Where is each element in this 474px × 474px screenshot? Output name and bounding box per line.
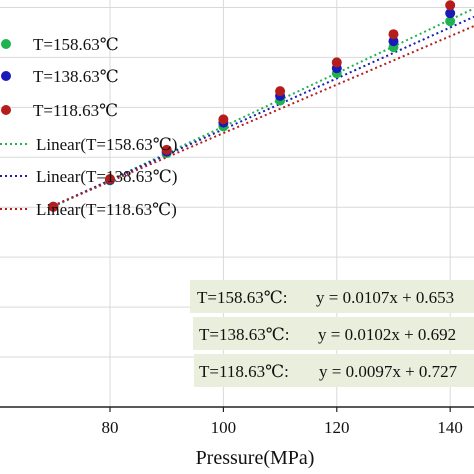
point-series-3-130 <box>388 29 399 40</box>
point-series-3-110 <box>275 86 286 97</box>
equation-box-3: T=118.63℃: y = 0.0097x + 0.727 <box>194 354 474 387</box>
equation-1-formula: y = 0.0107x + 0.653 <box>316 288 454 307</box>
point-series-3-100 <box>218 114 229 125</box>
legend-label-5: Linear(T=138.63℃) <box>36 167 177 186</box>
point-series-3-70 <box>48 201 59 212</box>
legend-item-5: Linear(T=138.63℃) <box>0 167 177 186</box>
equation-box-1: T=158.63℃: y = 0.0107x + 0.653 <box>190 280 474 313</box>
legend-marker-3 <box>1 105 11 115</box>
trend-line-2 <box>52 15 474 207</box>
legend-label-1: T=158.63℃ <box>33 35 119 54</box>
equation-1-label: T=158.63℃: <box>197 288 287 307</box>
equation-box-2-bg <box>193 317 474 350</box>
legend-marker-1 <box>1 39 11 49</box>
x-tick-label-1: 80 <box>101 418 118 437</box>
x-tick-label-2: 100 <box>211 418 237 437</box>
point-series-3-90 <box>161 144 172 155</box>
equation-2-formula: y = 0.0102x + 0.692 <box>318 325 456 344</box>
legend-item-4: Linear(T=158.63℃) <box>0 135 177 154</box>
legend-item-3: T=118.63℃ <box>1 101 118 120</box>
x-tick-label-4: 140 <box>437 418 463 437</box>
legend-label-3: T=118.63℃ <box>33 101 118 120</box>
point-series-3-140 <box>445 0 456 11</box>
point-series-2-130 <box>388 36 399 47</box>
equation-3-label: T=118.63℃: <box>199 362 289 381</box>
legend-label-2: T=138.63℃ <box>33 67 119 86</box>
legend-marker-2 <box>1 71 11 81</box>
x-axis-title: Pressure(MPa) <box>196 447 315 469</box>
legend-item-1: T=158.63℃ <box>1 35 119 54</box>
equation-box-2: T=138.63℃: y = 0.0102x + 0.692 <box>193 317 474 350</box>
legend: T=158.63℃ T=138.63℃ T=118.63℃ Linear(T=1… <box>0 35 177 219</box>
point-series-1-140 <box>445 16 456 27</box>
x-axis-ticks: 80 100 120 140 <box>101 407 463 437</box>
point-series-3-120 <box>331 57 342 68</box>
legend-item-2: T=138.63℃ <box>1 67 119 86</box>
legend-label-4: Linear(T=158.63℃) <box>36 135 177 154</box>
point-series-2-140 <box>445 8 456 19</box>
equation-box-3-bg <box>194 354 474 387</box>
trend-lines <box>52 7 474 208</box>
data-points <box>48 0 456 212</box>
trend-line-3 <box>52 25 474 207</box>
equation-2-label: T=138.63℃: <box>199 325 289 344</box>
point-series-3-80 <box>104 174 115 185</box>
equation-boxes: T=158.63℃: y = 0.0107x + 0.653 T=138.63℃… <box>190 280 474 387</box>
legend-label-6: Linear(T=118.63℃) <box>36 200 177 219</box>
equation-box-1-bg <box>190 280 474 313</box>
equation-3-formula: y = 0.0097x + 0.727 <box>319 362 458 381</box>
legend-item-6: Linear(T=118.63℃) <box>0 200 177 219</box>
x-tick-label-3: 120 <box>324 418 350 437</box>
